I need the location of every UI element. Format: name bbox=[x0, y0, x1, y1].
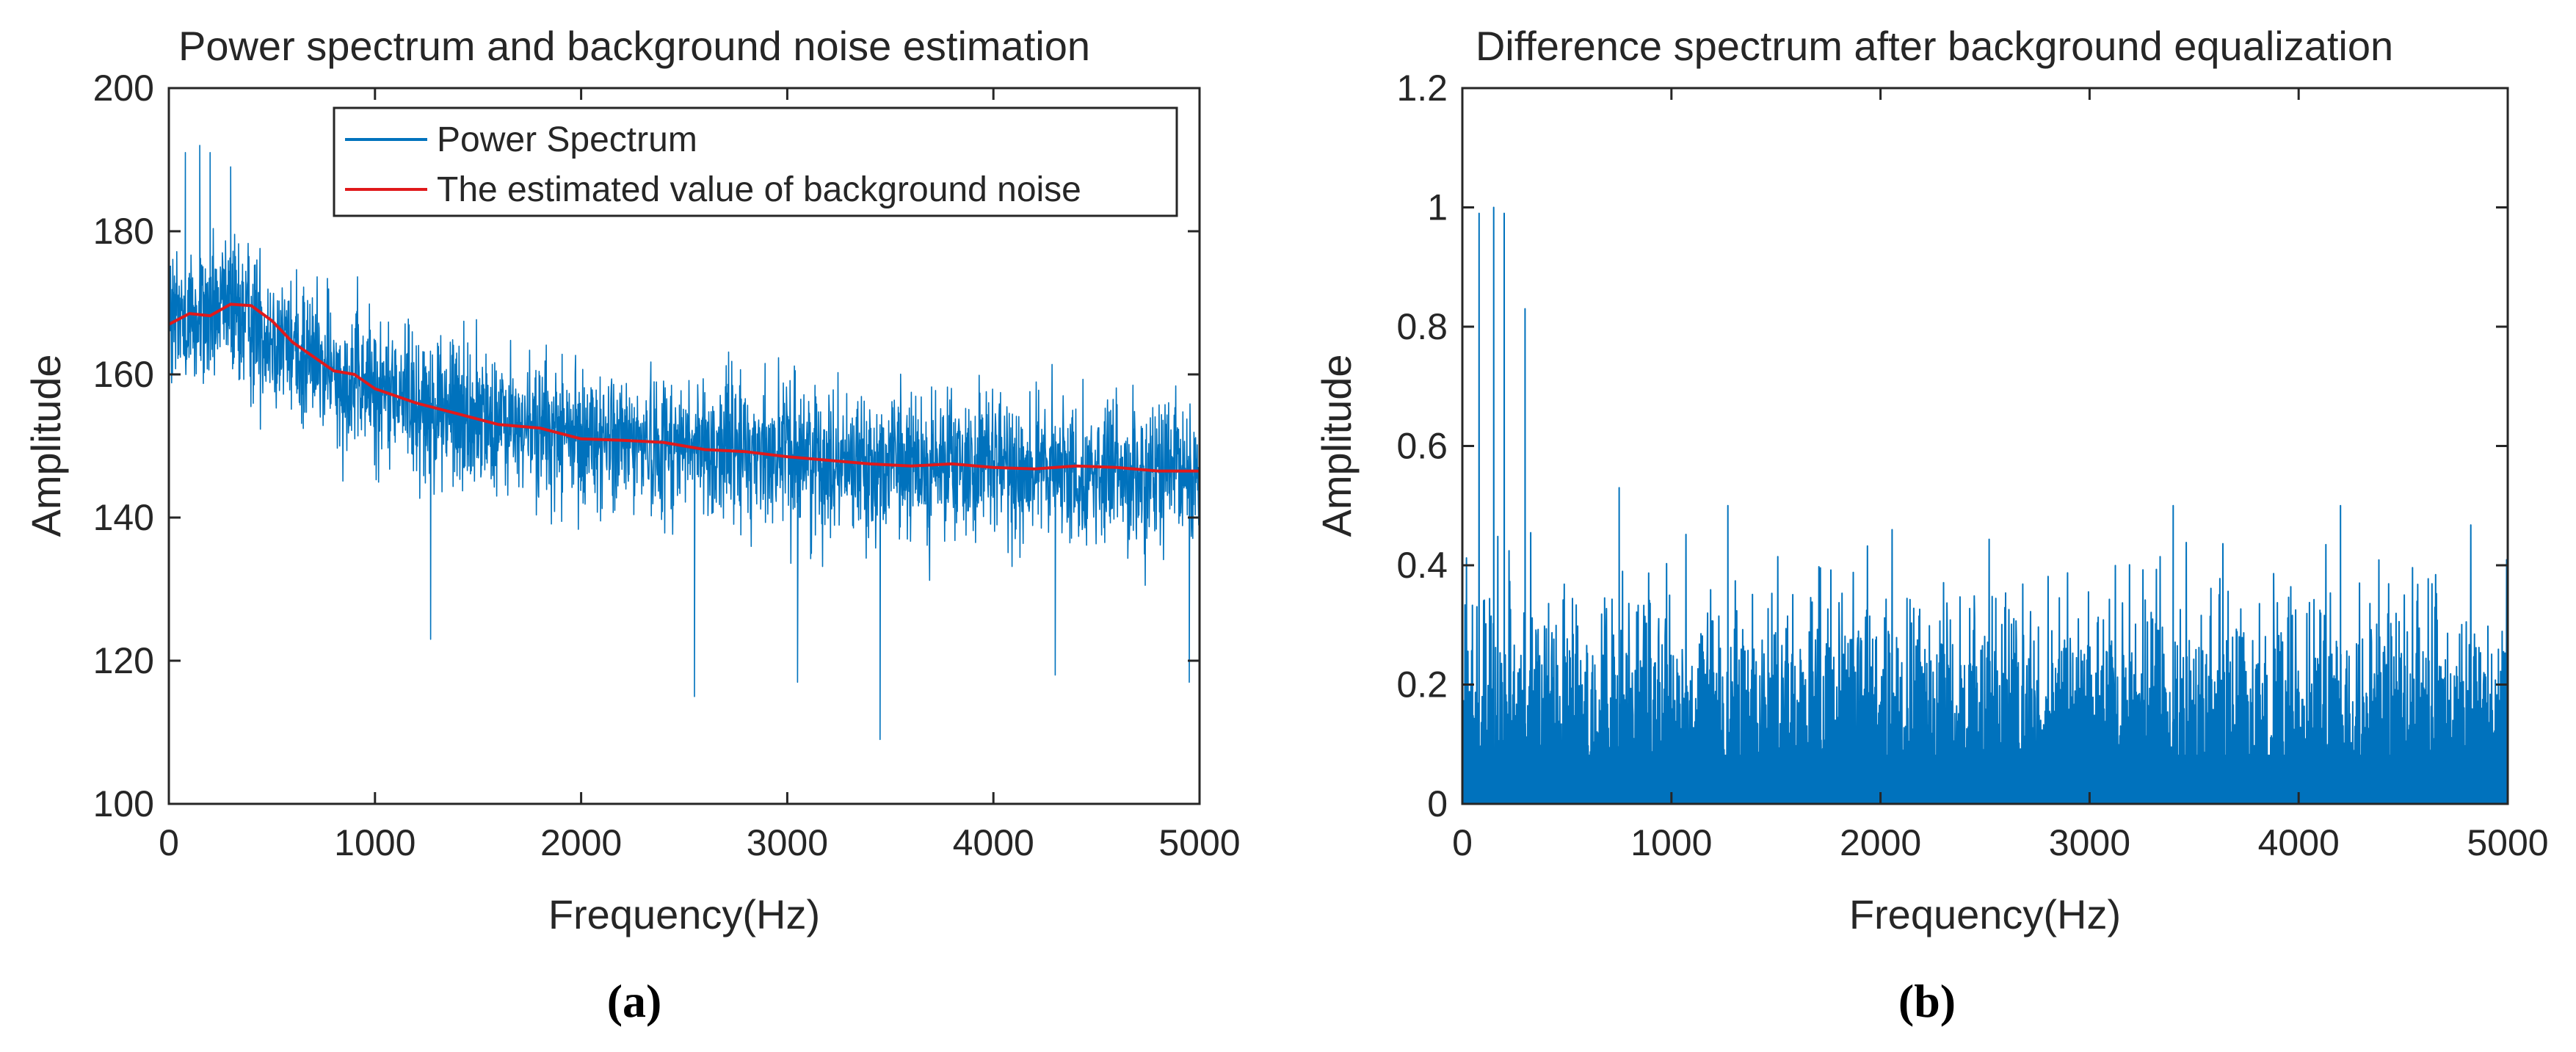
chart-b-xtick-label: 5000 bbox=[2467, 822, 2548, 863]
series-line-background-noise bbox=[168, 302, 1200, 473]
series-line-power-spectrum bbox=[168, 145, 1200, 741]
legend-label-power-spectrum: Power Spectrum bbox=[437, 120, 697, 159]
chart-a-xtick-label: 3000 bbox=[747, 822, 828, 863]
chart-a-title: Power spectrum and background noise esti… bbox=[178, 23, 1090, 69]
chart-a-xtick-label: 4000 bbox=[953, 822, 1034, 863]
chart-a-axes-box bbox=[167, 87, 1201, 805]
chart-a-ytick-label: 140 bbox=[93, 497, 154, 538]
chart-b-ytick-label: 0.4 bbox=[1396, 545, 1448, 586]
chart-a-xtick-label: 2000 bbox=[540, 822, 622, 863]
chart-b-xlabel: Frequency(Hz) bbox=[1849, 891, 2121, 937]
chart-a-xtick-label: 0 bbox=[159, 822, 179, 863]
chart-a-legend-box bbox=[333, 106, 1178, 217]
legend-label-background-noise: The estimated value of background noise bbox=[437, 170, 1081, 209]
series-line-difference-spectrum bbox=[1462, 206, 2509, 805]
chart-b: Difference spectrum after background equ… bbox=[1313, 23, 2549, 1027]
chart-b-ytick-label: 1.2 bbox=[1396, 68, 1448, 109]
chart-a-legend: Power Spectrum The estimated value of ba… bbox=[333, 106, 1178, 217]
chart-b-ytick-label: 0.8 bbox=[1396, 306, 1448, 347]
chart-a-ytick-label: 200 bbox=[93, 68, 154, 109]
chart-a-ytick-label: 160 bbox=[93, 354, 154, 395]
chart-b-ytick-label: 0 bbox=[1427, 783, 1448, 824]
chart-b-xtick-label: 2000 bbox=[1840, 822, 1921, 863]
chart-a-ticks: 0 1000 2000 3000 4000 5000 100 120 140 160 180 200 bbox=[93, 68, 1241, 863]
chart-a-ytick-label: 120 bbox=[93, 640, 154, 681]
panel-label-b: (b) bbox=[1898, 975, 1956, 1027]
chart-a-plot-area bbox=[168, 145, 1200, 741]
chart-a-xtick-label: 1000 bbox=[334, 822, 416, 863]
chart-b-xtick-label: 3000 bbox=[2049, 822, 2130, 863]
chart-a-xlabel: Frequency(Hz) bbox=[548, 891, 820, 937]
chart-b-ylabel: Amplitude bbox=[1313, 354, 1360, 537]
chart-a-ytick-label: 180 bbox=[93, 211, 154, 252]
chart-b-xtick-label: 4000 bbox=[2258, 822, 2340, 863]
chart-b-ticks: 0 1000 2000 3000 4000 5000 0 0.2 0.4 0.6 0.8 1 1.2 bbox=[1396, 68, 2548, 863]
chart-b-ytick-label: 0.6 bbox=[1396, 426, 1448, 467]
chart-b-xtick-label: 1000 bbox=[1630, 822, 1712, 863]
chart-b-title: Difference spectrum after background equ… bbox=[1476, 23, 2393, 69]
chart-b-ytick-label: 0.2 bbox=[1396, 664, 1448, 705]
chart-a-ytick-label: 100 bbox=[93, 783, 154, 824]
chart-a: Power spectrum and background noise esti… bbox=[23, 23, 1241, 1027]
series-floor-difference-spectrum bbox=[1462, 754, 2508, 804]
panel-label-a: (a) bbox=[607, 975, 662, 1027]
chart-a-xtick-label: 5000 bbox=[1158, 822, 1240, 863]
chart-b-plot-area bbox=[1462, 206, 2509, 805]
chart-a-ylabel: Amplitude bbox=[23, 354, 69, 537]
chart-b-xtick-label: 0 bbox=[1452, 822, 1473, 863]
chart-b-ytick-label: 1 bbox=[1427, 187, 1448, 228]
